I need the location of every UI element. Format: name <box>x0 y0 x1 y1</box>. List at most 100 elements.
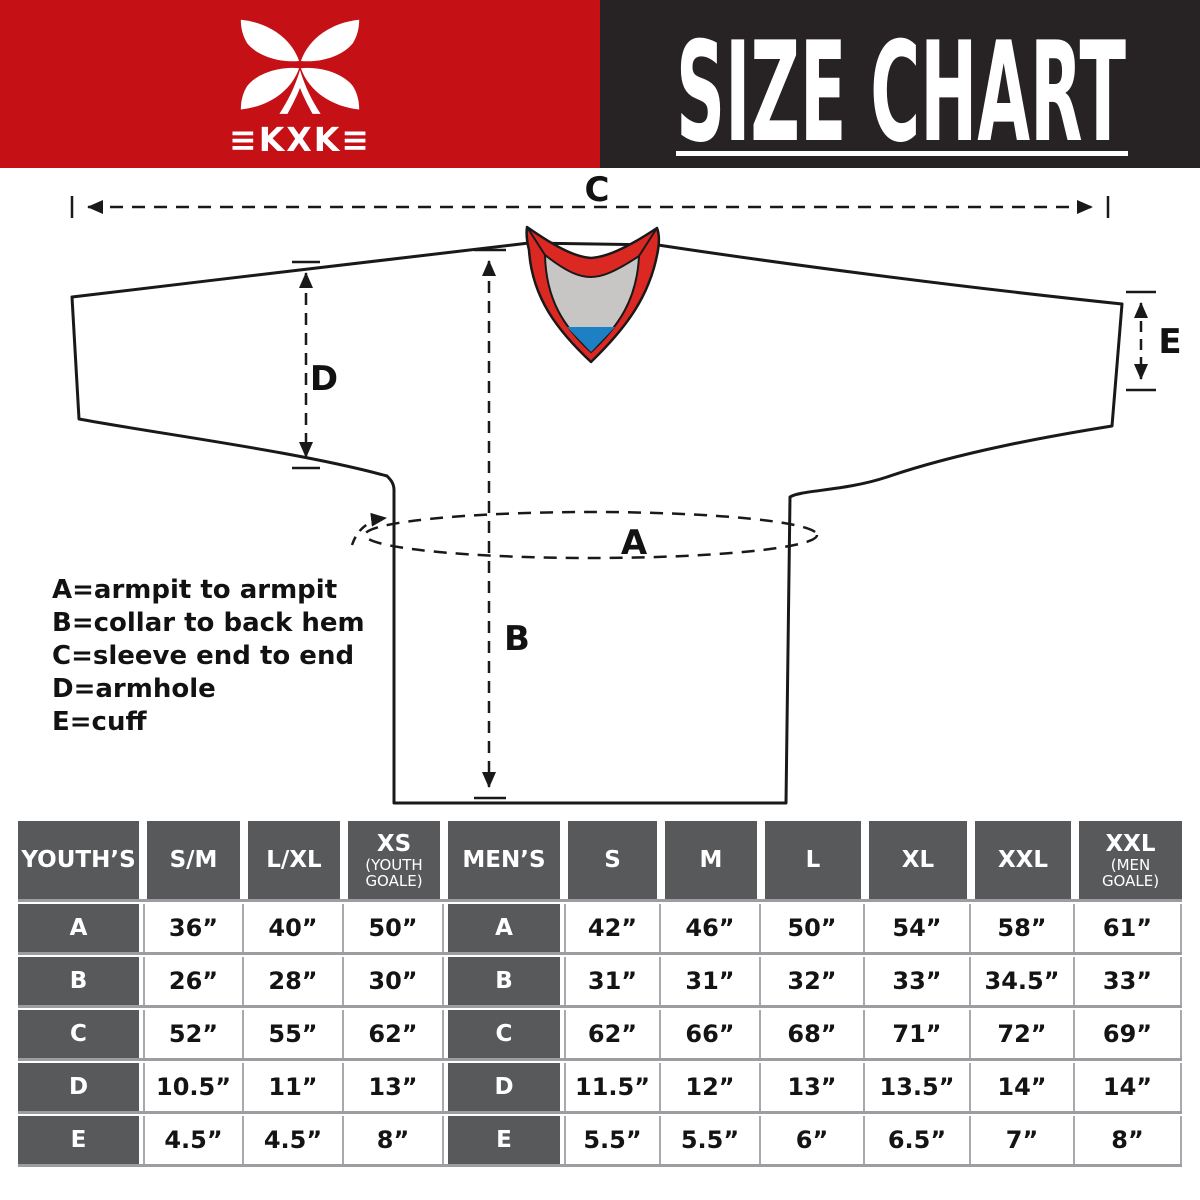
youth-size-value: 30” <box>344 957 444 1005</box>
a-girth-ellipse <box>363 510 819 560</box>
men-row-label: C <box>444 1010 564 1058</box>
youth-row-label: D <box>18 1063 143 1111</box>
men-row-label: A <box>444 904 564 952</box>
men-size-value: 54” <box>865 904 971 952</box>
men-size-value: 68” <box>761 1010 865 1058</box>
men-size-header: S <box>564 821 661 899</box>
e-label: E <box>1158 322 1181 362</box>
men-size-value: 46” <box>661 904 761 952</box>
youth-size-header: XS (YOUTH GOALE) <box>344 821 444 899</box>
d-arrow-ticks <box>292 260 320 470</box>
header-title-panel: SIZE CHART <box>600 0 1200 173</box>
size-table-row: A 36” 40” 50” A 42” 46” 50” 54” 58” 61” <box>18 904 1182 952</box>
measurement-legend: A=armpit to armpit B=collar to back hem … <box>52 574 365 739</box>
youth-size-header: L/XL <box>244 821 344 899</box>
legend-line-e: E=cuff <box>52 707 147 737</box>
collar-inner <box>543 252 641 354</box>
men-size-value: 7” <box>971 1116 1075 1164</box>
men-size-value: 5.5” <box>564 1116 661 1164</box>
jersey-outline <box>70 241 1124 805</box>
men-size-value: 50” <box>761 904 865 952</box>
men-size-value: 72” <box>971 1010 1075 1058</box>
youth-row-label: A <box>18 904 143 952</box>
youth-size-value: 28” <box>244 957 344 1005</box>
youth-size-value: 26” <box>143 957 244 1005</box>
youth-row-label: B <box>18 957 143 1005</box>
youth-size-value: 13” <box>344 1063 444 1111</box>
youth-size-value: 40” <box>244 904 344 952</box>
men-size-value: 33” <box>1075 957 1182 1005</box>
men-size-value: 58” <box>971 904 1075 952</box>
men-size-value: 31” <box>661 957 761 1005</box>
men-size-value: 31” <box>564 957 661 1005</box>
men-size-value: 8” <box>1075 1116 1182 1164</box>
men-size-value: 13.5” <box>865 1063 971 1111</box>
men-size-value: 66” <box>661 1010 761 1058</box>
men-row-label: D <box>444 1063 564 1111</box>
legend-line-d: D=armhole <box>52 674 216 704</box>
size-table-row: C 52” 55” 62” C 62” 66” 68” 71” 72” 69” <box>18 1010 1182 1058</box>
men-size-value: 61” <box>1075 904 1182 952</box>
youth-size-value: 55” <box>244 1010 344 1058</box>
youth-size-value: 4.5” <box>244 1116 344 1164</box>
legend-line-b: B=collar to back hem <box>52 608 365 638</box>
men-size-value: 71” <box>865 1010 971 1058</box>
men-size-value: 14” <box>971 1063 1075 1111</box>
size-table-header-row: YOUTH’S S/M L/XL XS (YOUTH GOALE) MEN’S S M L XL X… <box>18 821 1182 899</box>
youth-size-value: 4.5” <box>143 1116 244 1164</box>
men-size-value: 42” <box>564 904 661 952</box>
men-size-value: 33” <box>865 957 971 1005</box>
size-table-row: B 26” 28” 30” B 31” 31” 32” 33” 34.5” 33” <box>18 957 1182 1005</box>
collar-insert <box>567 327 615 352</box>
men-group-header: MEN’S <box>444 821 564 899</box>
b-arrow-ticks <box>474 248 506 800</box>
legend-line-c: C=sleeve end to end <box>52 641 355 671</box>
men-size-header: XXL (MEN GOALE) <box>1075 821 1182 899</box>
men-size-header: M <box>661 821 761 899</box>
a-label: A <box>621 523 648 563</box>
c-arrow-ticks <box>70 196 1110 218</box>
e-arrow-ticks <box>1126 290 1156 392</box>
men-row-label: B <box>444 957 564 1005</box>
men-size-value: 69” <box>1075 1010 1182 1058</box>
men-size-value: 6” <box>761 1116 865 1164</box>
kxk-logo-icon <box>240 19 360 114</box>
collar-seam-left <box>526 226 546 256</box>
youth-row-label: E <box>18 1116 143 1164</box>
men-size-header: L <box>761 821 865 899</box>
men-size-value: 13” <box>761 1063 865 1111</box>
youth-group-header: YOUTH’S <box>18 821 143 899</box>
title-underline <box>676 151 1128 156</box>
men-size-value: 5.5” <box>661 1116 761 1164</box>
men-size-header: XL <box>865 821 971 899</box>
b-label: B <box>504 619 530 659</box>
youth-row-label: C <box>18 1010 143 1058</box>
men-size-value: 62” <box>564 1010 661 1058</box>
a-girth-arrow <box>350 512 387 546</box>
size-table-row: D 10.5” 11” 13” D 11.5” 12” 13” 13.5” 14” 14” <box>18 1063 1182 1111</box>
men-size-value: 14” <box>1075 1063 1182 1111</box>
men-size-value: 34.5” <box>971 957 1075 1005</box>
page-title: SIZE CHART <box>676 12 1126 168</box>
brand-wordmark: ≡KXK≡ <box>229 120 371 159</box>
d-label: D <box>310 359 338 399</box>
youth-size-value: 10.5” <box>143 1063 244 1111</box>
size-table: YOUTH’S S/M L/XL XS (YOUTH GOALE) MEN’S S M L XL X… <box>18 821 1182 1169</box>
men-row-label: E <box>444 1116 564 1164</box>
youth-size-value: 8” <box>344 1116 444 1164</box>
men-size-value: 11.5” <box>564 1063 661 1111</box>
men-size-header: XXL <box>971 821 1075 899</box>
youth-size-value: 52” <box>143 1010 244 1058</box>
youth-size-value: 36” <box>143 904 244 952</box>
legend-line-a: A=armpit to armpit <box>52 575 338 605</box>
men-size-value: 6.5” <box>865 1116 971 1164</box>
men-size-value: 12” <box>661 1063 761 1111</box>
youth-size-header: S/M <box>143 821 244 899</box>
size-table-row: E 4.5” 4.5” 8” E 5.5” 5.5” 6” 6.5” 7” 8” <box>18 1116 1182 1164</box>
men-size-value: 32” <box>761 957 865 1005</box>
youth-size-value: 50” <box>344 904 444 952</box>
c-label: C <box>585 170 610 210</box>
collar-seam-right <box>638 227 658 257</box>
